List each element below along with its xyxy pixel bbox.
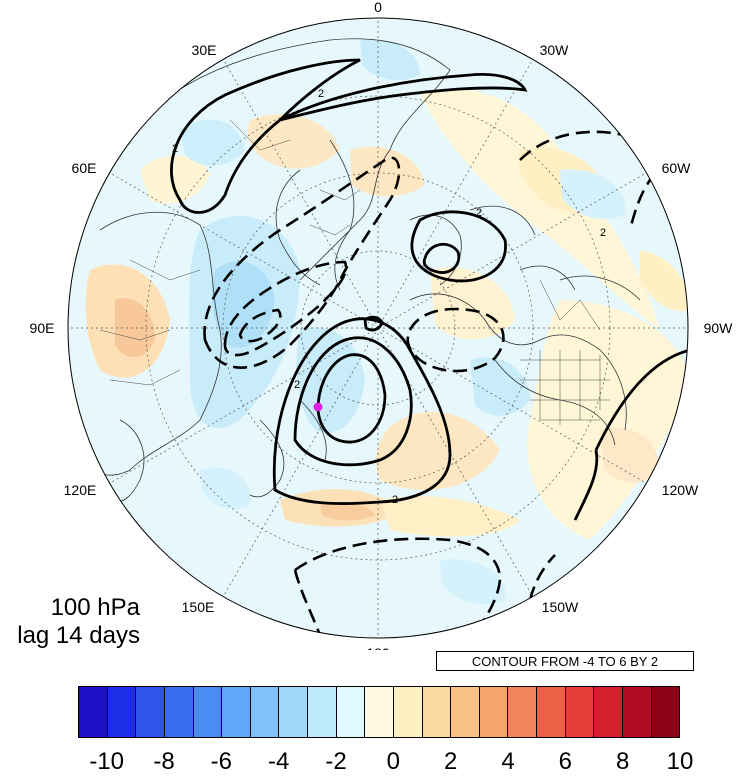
lon-label-180: 180 [366,645,390,650]
colorbar-tick-label: -4 [267,748,290,775]
negative-contours [203,130,658,638]
colorbar-swatch [622,687,652,737]
colorbar-tick-label: 2 [443,748,458,775]
colorbar-tick-label: 4 [501,748,515,775]
contour-positive-central [363,315,384,332]
lon-label-60w: 60W [662,160,692,176]
lon-label-90e: 90E [30,320,55,336]
colorbar-tick-label: 6 [558,748,573,775]
contour-label: 2 [392,494,398,506]
colorbar [78,686,680,738]
contour-positive-east-pacific [573,348,688,521]
contour-negative-eurasia-mid [223,260,348,357]
contour-info-box: CONTOUR FROM -4 TO 6 BY 2 [436,651,694,671]
colorbar-swatch [537,687,566,737]
contour-positive-pacific-outer [272,317,452,505]
colorbar-swatch [136,687,165,737]
map-border [67,17,689,639]
colorbar-swatch [651,687,680,737]
colorbar-swatch [250,687,280,737]
colorbar-swatch [336,687,366,737]
contour-label: 2 [318,88,324,100]
map-disk: 2 2 2 2 2 2 [68,18,688,638]
pressure-level: 100 hPa [50,594,140,621]
lon-label-60e: 60E [72,160,97,176]
colorbar-swatch [365,687,394,737]
contour-negative-pacific-west [293,569,322,636]
colorbar-swatch [479,687,509,737]
colorbar-swatch [279,687,308,737]
contour-labels: 2 2 2 2 2 2 [172,88,606,506]
panel-label: 100 hPa lag 14 days [0,594,140,650]
contour-positive-pacific-inner [316,353,387,444]
contour-label: 2 [600,227,606,239]
lon-label-150e: 150E [182,599,215,615]
colorbar-swatch [164,687,194,737]
coastlines [84,38,641,503]
lon-label-120e: 120E [64,482,97,498]
contour-positive-atlantic-inner [422,243,461,274]
colorbar-swatch [565,687,595,737]
colorbar-tick-label: 8 [615,748,630,775]
contour-negative-alaska [528,554,556,601]
contour-negative-eurasia-outer [203,156,401,369]
colorbar-tick-label: -2 [325,748,347,775]
graticule [68,18,688,638]
positive-contours [170,58,688,521]
political-borders [99,119,610,425]
colorbar-swatch [393,687,423,737]
colorbar-tick-label: -10 [89,748,124,775]
colorbar-swatch [451,687,480,737]
colorbar-tick-label: -8 [153,748,175,775]
contour-label: 2 [172,143,178,155]
colorbar-swatch [508,687,537,737]
colorbar-labels: -10 -8 -6 -4 -2 0 2 4 6 8 10 [0,748,736,778]
colorbar-tick-label: 0 [386,748,401,775]
lon-label-150w: 150W [542,599,579,615]
lag-label: lag 14 days [17,622,140,649]
colorbar-swatch [422,687,452,737]
colorbar-swatch [308,687,337,737]
contour-label: 2 [294,379,300,391]
contour-negative-north-america [406,307,505,373]
contour-negative-atlantic [519,130,658,231]
contour-negative-pacific-south [294,537,502,638]
lon-label-120w: 120W [662,482,699,498]
colorbar-swatch [107,687,137,737]
lon-label-30w: 30W [540,42,570,58]
longitude-labels: 0 30W 60W 90W 120W 150W 180 150E 120E 90… [30,0,734,650]
contour-positive-pacific-mid [293,336,413,467]
polar-stereographic-map: 2 2 2 2 2 2 0 30W 60W 90W 120W 150W 180 … [30,0,734,650]
contour-positive-atlantic-outer [410,210,507,283]
contour-label: 2 [476,207,482,219]
colorbar-tick-label: -6 [210,748,232,775]
colorbar-swatch [79,687,108,737]
contour-negative-eurasia-inner [238,308,282,343]
colorbar-swatch [222,687,251,737]
lon-label-0: 0 [374,0,382,15]
lon-label-30e: 30E [192,42,217,58]
lon-label-90w: 90W [704,320,734,336]
colorbar-swatch [594,687,623,737]
contour-positive-north [279,72,528,122]
contour-positive-northwest [170,58,361,214]
colorbar-tick-label: 10 [666,748,694,775]
location-marker [313,402,323,412]
colorbar-swatch [193,687,223,737]
